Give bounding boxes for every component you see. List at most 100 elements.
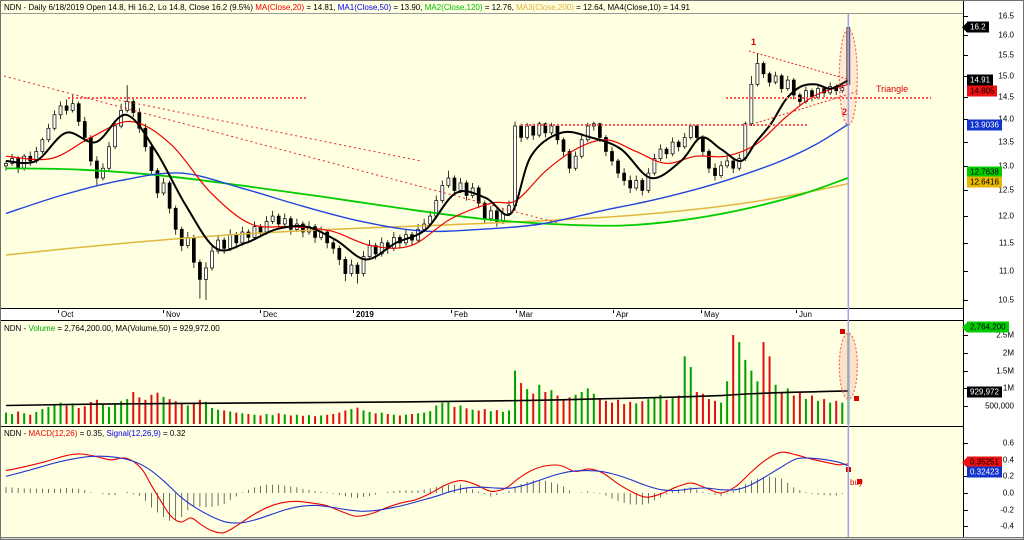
price-axis-badge: 14.805 <box>967 85 998 97</box>
axis-tick <box>964 216 968 218</box>
axis-tick <box>964 165 968 167</box>
trendline <box>755 90 860 124</box>
header-segment: = 12.64, <box>573 3 608 12</box>
price-axis-badge: 14.91 <box>967 74 994 86</box>
price-panel-header: NDN - Daily 6/18/2019 Open 14.8, Hi 16.2… <box>4 2 690 14</box>
axis-tick-label: 11.5 <box>999 238 1014 248</box>
volume-axis-badge: 2,764,200 <box>962 321 1009 333</box>
volume-panel-header: NDN - Volume = 2,764,200.00, MA(Volume,5… <box>4 323 220 335</box>
trendline <box>103 96 422 162</box>
month-tick <box>353 310 354 313</box>
axis-tick-label: 12.5 <box>998 185 1014 195</box>
axis-tick <box>964 16 968 17</box>
volume-ma-line <box>5 390 850 407</box>
axis-tick <box>964 509 968 511</box>
buy-signal-label: buy <box>850 478 863 487</box>
annotation-overlay: 1 2 Triangle buy <box>751 14 908 537</box>
header-segment: = 0.35, <box>77 429 107 438</box>
marker-square <box>857 479 862 484</box>
macd-axis-badge: 0.35251 <box>962 456 1002 468</box>
month-label: Apr <box>616 310 629 319</box>
axis-tick-label: 0.2 <box>1002 471 1014 481</box>
axis-border <box>963 1 964 538</box>
axis-tick <box>964 493 968 494</box>
chart-canvas[interactable]: 1 2 Triangle buy <box>1 1 963 540</box>
month-tick <box>701 310 702 313</box>
axis-tick <box>964 352 968 354</box>
axis-tick-label: 0.4 <box>1002 455 1014 465</box>
axis-tick-label: 12.0 <box>998 211 1014 221</box>
macd-line <box>5 455 850 524</box>
header-segment: Volume <box>28 324 56 333</box>
time-axis[interactable]: Oct Nov Dec 2019 Feb Mar Apr May Jun <box>1 308 963 321</box>
header-segment: NDN - <box>4 324 29 333</box>
axis-tick-label: 500,000 <box>985 401 1014 411</box>
axis-tick-label: 1M <box>1002 383 1014 393</box>
month-label: Nov <box>166 310 181 319</box>
price-axis-badge: 12.7638 <box>967 166 1002 178</box>
axis-tick <box>964 55 968 57</box>
panel-divider <box>1 13 963 14</box>
ma-line <box>5 78 850 261</box>
axis-tick-label: 15.0 <box>998 71 1014 81</box>
axis-tick-label: 10.5 <box>998 295 1014 305</box>
macd-panel-header: NDN - MACD(12,26) = 0.35, Signal(12,26,9… <box>4 428 185 440</box>
annotation-label: 1 <box>751 37 756 47</box>
month-label: Mar <box>519 310 533 319</box>
ma-line <box>5 83 850 249</box>
axis-tick-label: 0.0 <box>1002 488 1014 498</box>
header-segment: = 13.90, <box>391 3 425 12</box>
ma-line <box>5 167 850 227</box>
header-segment: NDN - Daily 6/18/2019 Open 14.8, Hi 16.2… <box>4 3 256 12</box>
header-segment: = 12.76, <box>482 3 517 12</box>
axis-tick-label: -0.2 <box>1000 505 1014 515</box>
volume-axis-badge: 929,972 <box>967 386 1002 398</box>
ma-line <box>5 123 850 233</box>
axis-tick-label: -0.4 <box>1000 521 1014 531</box>
axis-tick-label: 16.0 <box>998 30 1014 40</box>
axis-tick <box>964 35 968 37</box>
axis-tick <box>964 443 968 445</box>
axis-tick-label: 2M <box>1002 348 1014 358</box>
axis-tick <box>964 526 968 528</box>
header-segment: Signal(12,26,9) <box>106 429 161 438</box>
ma-line <box>5 182 850 256</box>
panel-divider <box>1 426 963 427</box>
axis-tick-label: 16.5 <box>998 11 1014 21</box>
axis-tick <box>964 97 968 99</box>
trendline <box>3 75 559 224</box>
price-plot <box>3 27 931 300</box>
axis-tick <box>964 476 968 478</box>
annotation-label: 2 <box>842 107 847 117</box>
month-tick <box>451 310 452 313</box>
axis-tick <box>964 142 968 144</box>
axis-tick-label: 0.6 <box>1002 438 1014 448</box>
month-label: May <box>704 310 720 319</box>
header-segment: MA3(Close,200) <box>516 3 574 12</box>
price-axis-badge: 12.6416 <box>967 176 1002 188</box>
axis-tick <box>964 190 968 192</box>
axis-tick-label: 11.0 <box>999 266 1014 276</box>
annotation-label: Triangle <box>876 84 908 94</box>
header-segment: MACD(12,26) <box>28 429 78 438</box>
axis-tick <box>964 406 968 408</box>
axis-tick-label: 14.5 <box>998 92 1014 102</box>
month-label: 2019 <box>356 310 374 319</box>
axis-tick <box>964 388 968 390</box>
axis-tick <box>964 119 968 121</box>
axis-tick <box>964 242 968 244</box>
month-tick <box>796 310 797 313</box>
marker-square <box>854 396 859 401</box>
price-axis-badge: 16.2 <box>962 21 989 33</box>
horizontal-scrollbar[interactable] <box>1 537 1023 539</box>
axis-tick <box>964 75 968 77</box>
header-segment: = 14.81, <box>304 3 338 12</box>
macd-plot <box>5 451 850 534</box>
month-label: Jun <box>799 310 812 319</box>
header-segment: MA4(Close,10) = 14.91 <box>607 3 691 12</box>
month-label: Dec <box>263 310 278 319</box>
header-segment: = 2,764,200.00, MA(Volume,50) = 929,972.… <box>55 324 220 333</box>
axis-tick-label: 1.5M <box>996 366 1014 376</box>
trendline <box>748 50 848 80</box>
month-tick <box>58 310 59 313</box>
